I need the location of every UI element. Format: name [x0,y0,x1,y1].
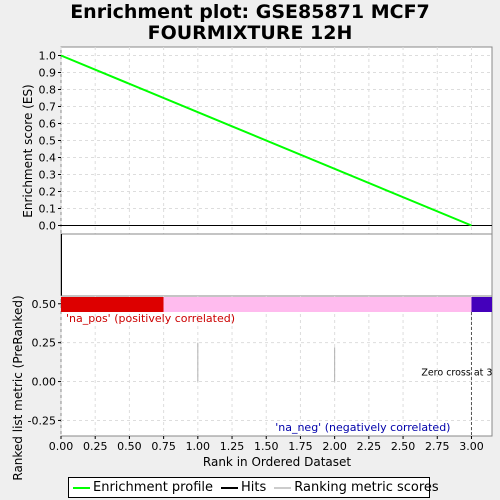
legend-label-enrichment: Enrichment profile [93,480,213,495]
es-y-tick-label: 0.6 [39,118,57,131]
x-tick-label: 2.00 [322,440,347,453]
x-tick-label: 3.00 [459,440,484,453]
es-profile-line [60,54,472,227]
rank-y-axis-label: Ranked list metric (PreRanked) [11,295,25,480]
legend-item-ranking: Ranking metric scores [274,480,439,495]
legend-label-ranking: Ranking metric scores [294,480,439,495]
x-tick-label: 1.50 [254,440,279,453]
es-y-tick-label: 0.7 [39,101,57,114]
es-y-tick-label: 0.3 [39,169,57,182]
legend-swatch-enrichment [73,486,90,489]
es-plot-area [60,46,493,235]
hits-panel [60,233,493,297]
x-tick-label: 0.75 [151,440,176,453]
rank-y-tick-label: 0.50 [32,298,57,311]
legend: Enrichment profile Hits Ranking metric s… [68,477,439,498]
x-tick-label: 0.50 [117,440,142,453]
x-tick-label: 2.75 [425,440,450,453]
x-tick-label: 1.75 [288,440,313,453]
rank-y-tick-label: -0.25 [28,414,56,427]
legend-swatch-ranking [274,486,292,489]
x-tick-label: 1.00 [186,440,211,453]
axis-labels: Enrichment score (ES) Ranked list metric… [11,84,351,480]
rank-y-tick-label: 0.00 [32,376,57,389]
es-y-tick-label: 0.4 [39,152,57,165]
ranking-panel: 0.00 0.25 0.50 0.75 1.00 1.25 1.50 1.75 2.00 2.25… [28,295,493,453]
positive-correlation-bar [61,297,164,312]
legend-item-enrichment: Enrichment profile [73,480,213,495]
negative-correlation-bar [471,297,492,312]
zero-cross-label: Zero cross at 3 [421,368,492,379]
x-tick-label: 0.00 [49,440,74,453]
x-tick-label: 2.50 [391,440,416,453]
x-tick-label: 0.25 [83,440,108,453]
title-line-1: Enrichment plot: GSE85871 MCF7 [70,1,430,23]
es-y-tick-label: 0.2 [39,186,57,199]
es-y-tick-label: 0.9 [39,67,57,80]
es-panel: 0.0 0.1 0.2 0.3 0.4 0.5 0.6 0.7 0.8 0.9 1.0 [39,46,493,235]
es-y-tick-label: 0.0 [39,220,57,233]
negative-label: 'na_neg' (negatively correlated) [275,421,450,434]
legend-label-hits: Hits [241,480,267,495]
rank-y-tick-label: 0.25 [32,337,57,350]
legend-item-hits: Hits [221,480,266,495]
es-y-tick-label: 0.1 [39,203,57,216]
es-y-tick-label: 1.0 [39,50,57,63]
page-title: Enrichment plot: GSE85871 MCF7 FOURMIXTU… [0,2,500,44]
es-y-tick-label: 0.8 [39,84,57,97]
es-y-axis-label: Enrichment score (ES) [21,84,35,217]
middle-correlation-bar [163,297,472,312]
x-axis-label: Rank in Ordered Dataset [203,455,351,469]
x-tick-label: 1.25 [220,440,245,453]
es-y-tick-label: 0.5 [39,135,57,148]
hits-area [60,233,493,297]
x-tick-label: 2.25 [357,440,382,453]
positive-label: 'na_pos' (positively correlated) [66,312,235,325]
legend-swatch-hits [221,486,238,489]
rank-plot-area [60,295,493,437]
title-line-2: FOURMIXTURE 12H [147,22,353,44]
